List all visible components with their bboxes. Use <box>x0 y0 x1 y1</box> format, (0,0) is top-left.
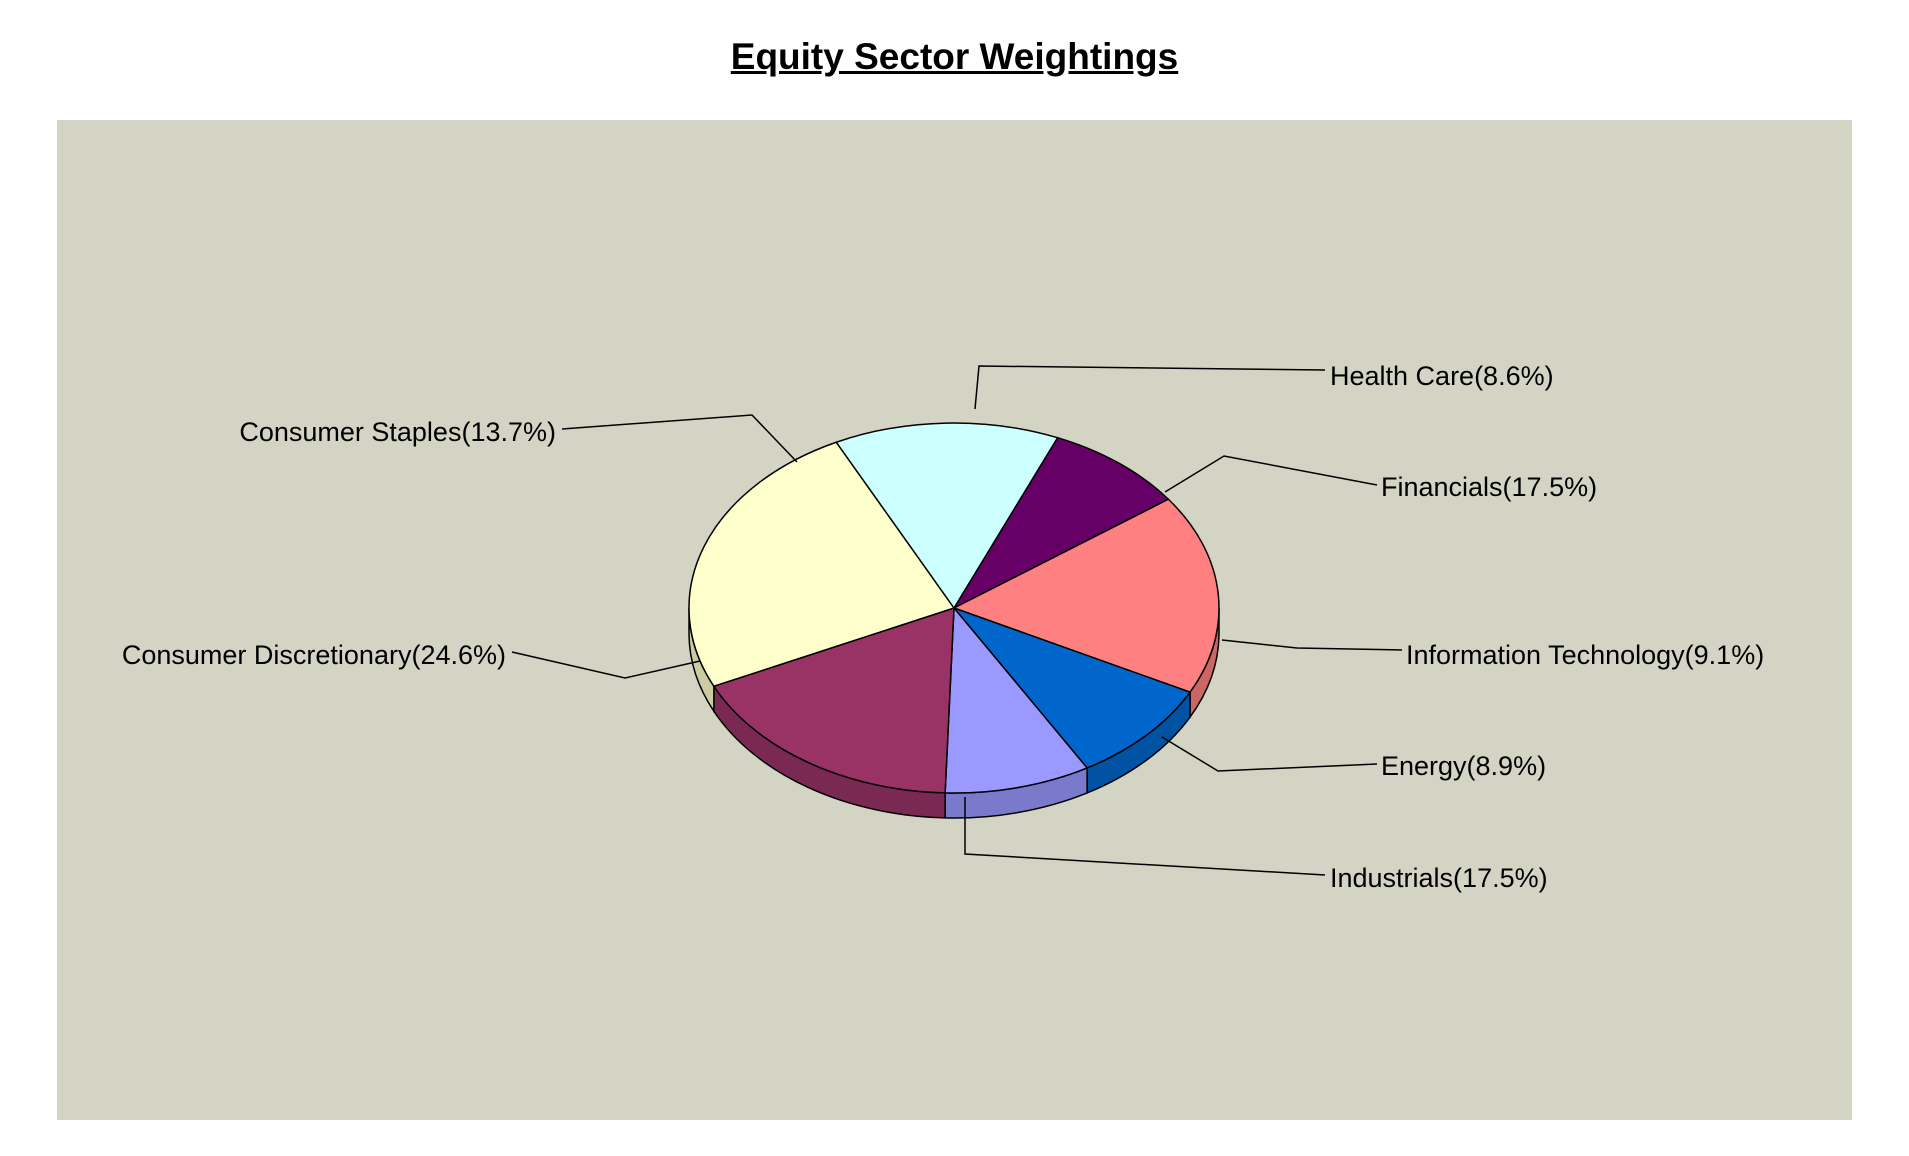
slice-label-information-technology: Information Technology(9.1%) <box>1406 640 1764 670</box>
pie-slice-consumer-discretionary <box>688 441 956 688</box>
pie-slice-financials <box>952 498 1220 694</box>
pie-tops <box>688 422 1220 794</box>
pie-slice-industrials <box>712 606 955 794</box>
leader-line-consumer-discretionary <box>511 651 701 679</box>
pie-slice-health-care <box>951 436 1170 610</box>
slice-label-consumer-staples: Consumer Staples(13.7%) <box>239 417 556 447</box>
leader-line-health-care <box>974 365 1326 410</box>
label-leader-lines <box>511 365 1403 876</box>
slice-label-health-care: Health Care(8.6%) <box>1330 361 1554 391</box>
leader-line-energy <box>1161 736 1378 772</box>
pie-slice-information-technology <box>951 606 1192 769</box>
pie-slice-consumer-staples <box>835 422 1059 610</box>
leader-line-industrials <box>964 797 1326 876</box>
leader-line-financials <box>1164 455 1378 493</box>
slice-label-energy: Energy(8.9%) <box>1381 751 1546 781</box>
slice-label-financials: Financials(17.5%) <box>1381 472 1597 502</box>
slice-label-industrials: Industrials(17.5%) <box>1330 863 1548 893</box>
slice-labels: Health Care(8.6%) Financials(17.5%) Inform… <box>122 361 1764 893</box>
leader-line-information-technology <box>1221 639 1403 651</box>
leader-line-consumer-staples <box>561 414 798 463</box>
chart-title: Equity Sector Weightings <box>730 36 1179 77</box>
slice-label-consumer-discretionary: Consumer Discretionary(24.6%) <box>122 640 506 670</box>
pie-slice-energy <box>944 606 1089 794</box>
